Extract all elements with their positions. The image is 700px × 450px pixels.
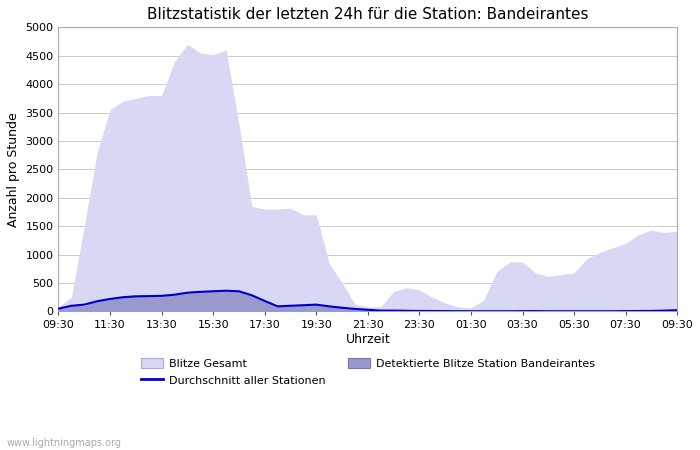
Text: www.lightningmaps.org: www.lightningmaps.org bbox=[7, 438, 122, 448]
Legend: Blitze Gesamt, Durchschnitt aller Stationen, Detektierte Blitze Station Bandeira: Blitze Gesamt, Durchschnitt aller Statio… bbox=[136, 354, 599, 390]
X-axis label: Uhrzeit: Uhrzeit bbox=[346, 333, 390, 346]
Y-axis label: Anzahl pro Stunde: Anzahl pro Stunde bbox=[7, 112, 20, 227]
Title: Blitzstatistik der letzten 24h für die Station: Bandeirantes: Blitzstatistik der letzten 24h für die S… bbox=[147, 7, 589, 22]
